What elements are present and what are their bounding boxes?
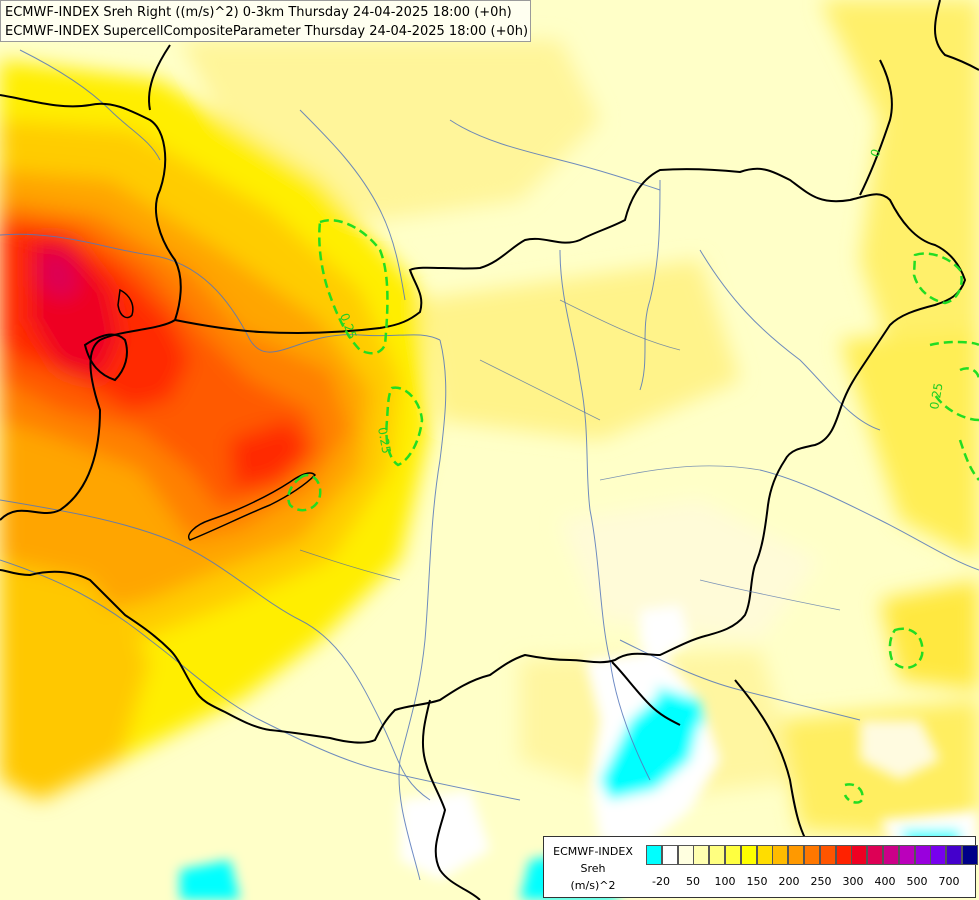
legend-swatch (693, 845, 710, 865)
legend-swatch (788, 845, 805, 865)
title-scp: ECMWF-INDEX SupercellCompositeParameter … (5, 24, 529, 39)
color-legend: ECMWF-INDEX Sreh (m/s)^2 -20 50 100 150 200 2… (543, 836, 978, 898)
legend-swatch (898, 845, 915, 865)
legend-swatch (709, 845, 726, 865)
scp-contours (287, 219, 979, 804)
legend-swatch (851, 845, 868, 865)
legend-tick: 200 (778, 875, 800, 888)
legend-swatch (661, 845, 678, 865)
legend-tick: 700 (938, 875, 960, 888)
contour-label-4: 0 (868, 147, 884, 159)
legend-swatch (740, 845, 757, 865)
region-lines (299, 299, 841, 611)
title-srh: ECMWF-INDEX Sreh Right ((m/s)^2) 0-3km T… (5, 5, 512, 20)
legend-swatch (883, 845, 899, 865)
contour-label-2: 0.25 (375, 426, 393, 455)
legend-swatch (646, 845, 662, 865)
legend-swatch (835, 845, 852, 865)
legend-swatch (867, 845, 884, 865)
legend-title-unit: (m/s)^2 (570, 879, 616, 892)
legend-swatch (962, 845, 978, 865)
legend-tick: 150 (746, 875, 768, 888)
legend-title-var: Sreh (580, 862, 606, 875)
legend-swatch (772, 845, 789, 865)
legend-tick: 100 (714, 875, 736, 888)
legend-swatch (914, 845, 931, 865)
map-title-box: ECMWF-INDEX Sreh Right ((m/s)^2) 0-3km T… (0, 0, 531, 42)
legend-swatch (756, 845, 773, 865)
legend-title-model: ECMWF-INDEX (553, 845, 633, 858)
legend-swatch (677, 845, 694, 865)
legend-swatch (946, 845, 963, 865)
legend-tick: 500 (906, 875, 928, 888)
legend-swatch (930, 845, 947, 865)
legend-tick: 300 (842, 875, 864, 888)
legend-swatch (725, 845, 741, 865)
legend-tick: 50 (686, 875, 700, 888)
legend-tick: -20 (652, 875, 670, 888)
rivers (0, 49, 979, 881)
legend-swatch (804, 845, 820, 865)
legend-tick: 250 (810, 875, 832, 888)
contour-label-3: 0.25 (927, 382, 945, 411)
legend-tick: 400 (874, 875, 896, 888)
legend-swatch (819, 845, 836, 865)
